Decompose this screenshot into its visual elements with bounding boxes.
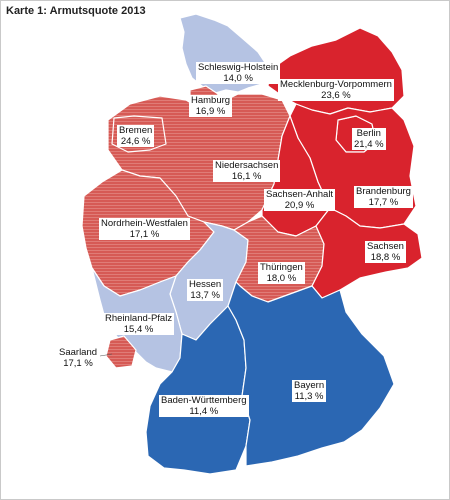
region-value: 17,1 % bbox=[63, 358, 93, 369]
region-value: 16,1 % bbox=[231, 171, 262, 182]
label-hamburg: Hamburg 16,9 % bbox=[189, 95, 233, 117]
region-name: Mecklenburg-Vorpommern bbox=[280, 79, 392, 90]
region-name: Sachsen-Anhalt bbox=[266, 189, 334, 200]
region-value: 11,4 % bbox=[189, 406, 219, 417]
region-value: 13,7 % bbox=[190, 290, 220, 301]
region-saarland bbox=[105, 335, 137, 369]
saarland-leader-line bbox=[99, 353, 113, 357]
region-value: 17,1 % bbox=[129, 229, 160, 240]
region-name: Rheinland-Pfalz bbox=[105, 313, 173, 324]
label-baden-wuerttemberg: Baden-Württemberg 11,4 % bbox=[159, 395, 249, 417]
region-value: 15,4 % bbox=[123, 324, 154, 335]
map-title: Karte 1: Armutsquote 2013 bbox=[6, 5, 146, 17]
region-name: Baden-Württemberg bbox=[161, 395, 247, 406]
region-name: Nordrhein-Westfalen bbox=[101, 218, 188, 229]
region-name: Saarland bbox=[59, 347, 98, 358]
region-name: Niedersachsen bbox=[215, 160, 279, 171]
region-mecklenburg-vorpommern bbox=[267, 27, 405, 115]
region-name: Schleswig-Holstein bbox=[198, 62, 279, 73]
region-value: 11,3 % bbox=[294, 391, 324, 402]
label-bayern: Bayern 11,3 % bbox=[292, 380, 327, 402]
region-value: 18,0 % bbox=[266, 273, 297, 284]
label-sachsen-anhalt: Sachsen-Anhalt 20,9 % bbox=[264, 189, 336, 211]
region-name: Sachsen bbox=[367, 241, 404, 252]
label-brandenburg: Brandenburg 17,7 % bbox=[354, 186, 413, 208]
region-value: 16,9 % bbox=[195, 106, 226, 117]
region-value: 24,6 % bbox=[120, 136, 151, 147]
region-name: Hamburg bbox=[191, 95, 231, 106]
region-name: Hessen bbox=[189, 279, 222, 290]
region-value: 14,0 % bbox=[223, 73, 253, 84]
region-value: 21,4 % bbox=[354, 139, 384, 150]
region-bayern bbox=[227, 281, 395, 467]
region-value: 23,6 % bbox=[321, 90, 351, 101]
region-name: Bayern bbox=[294, 380, 325, 391]
region-value: 20,9 % bbox=[284, 200, 315, 211]
region-value: 17,7 % bbox=[368, 197, 399, 208]
label-berlin: Berlin 21,4 % bbox=[352, 128, 386, 150]
label-schleswig-holstein: Schleswig-Holstein 14,0 % bbox=[196, 62, 281, 84]
region-name: Berlin bbox=[356, 128, 381, 139]
region-value: 18,8 % bbox=[370, 252, 401, 263]
label-bremen: Bremen 24,6 % bbox=[117, 125, 155, 147]
label-nordrhein-westfalen: Nordrhein-Westfalen 17,1 % bbox=[99, 218, 190, 240]
label-sachsen: Sachsen 18,8 % bbox=[365, 241, 406, 263]
label-rheinland-pfalz: Rheinland-Pfalz 15,4 % bbox=[103, 313, 175, 335]
label-hessen: Hessen 13,7 % bbox=[187, 279, 224, 301]
region-name: Brandenburg bbox=[356, 186, 411, 197]
label-saarland: Saarland 17,1 % bbox=[59, 347, 97, 369]
region-name: Bremen bbox=[119, 125, 153, 136]
label-mecklenburg-vorpommern: Mecklenburg-Vorpommern 23,6 % bbox=[278, 79, 394, 101]
label-thueringen: Thüringen 18,0 % bbox=[258, 262, 305, 284]
region-name: Thüringen bbox=[260, 262, 303, 273]
label-niedersachsen: Niedersachsen 16,1 % bbox=[213, 160, 281, 182]
